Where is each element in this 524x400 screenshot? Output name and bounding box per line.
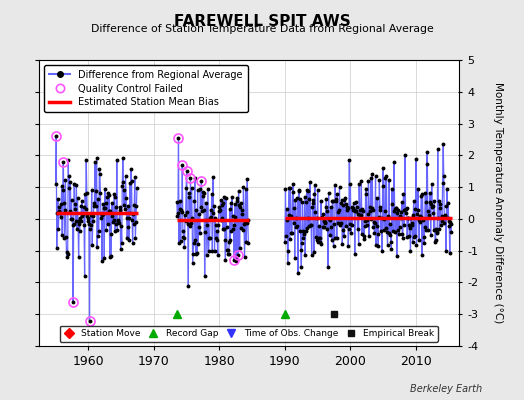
Y-axis label: Monthly Temperature Anomaly Difference (°C): Monthly Temperature Anomaly Difference (… <box>493 82 503 324</box>
Text: FAREWELL SPIT AWS: FAREWELL SPIT AWS <box>173 14 351 29</box>
Legend: Station Move, Record Gap, Time of Obs. Change, Empirical Break: Station Move, Record Gap, Time of Obs. C… <box>60 326 438 342</box>
Text: Berkeley Earth: Berkeley Earth <box>410 384 482 394</box>
Text: Difference of Station Temperature Data from Regional Average: Difference of Station Temperature Data f… <box>91 24 433 34</box>
